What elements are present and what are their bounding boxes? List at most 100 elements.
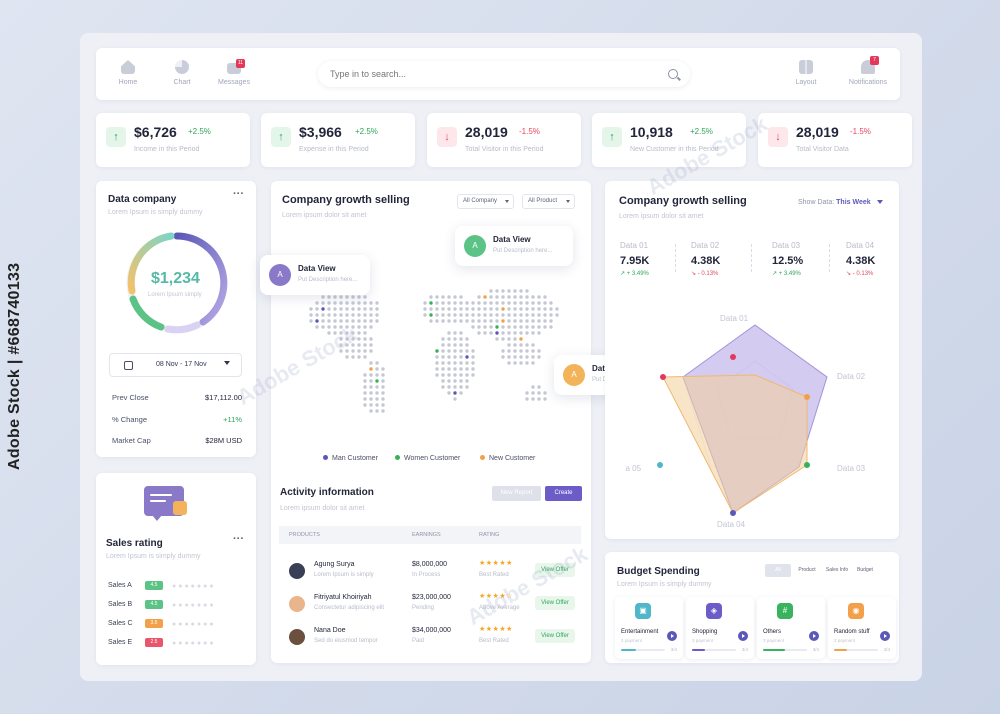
map-dot bbox=[543, 313, 547, 317]
map-dot bbox=[507, 343, 511, 347]
show-data-select[interactable]: Show Data: This Week bbox=[798, 199, 883, 206]
company-filter-select[interactable]: All Company bbox=[457, 194, 514, 209]
map-dot bbox=[513, 313, 517, 317]
nav-chart[interactable]: Chart bbox=[160, 60, 204, 86]
play-icon[interactable] bbox=[667, 631, 677, 641]
more-options-icon[interactable]: ··· bbox=[233, 188, 244, 200]
map-dot bbox=[441, 307, 445, 311]
map-dot bbox=[537, 301, 541, 305]
radar-point bbox=[804, 462, 810, 468]
map-dot bbox=[513, 319, 517, 323]
tab-all[interactable]: All bbox=[765, 564, 791, 577]
date-range-picker[interactable]: 08 Nov - 17 Nov bbox=[109, 353, 242, 377]
view-offer-button[interactable]: View Offer bbox=[535, 563, 575, 577]
radar-chart-card: Company growth selling Lorem ipsum dolor… bbox=[605, 181, 899, 539]
radar-axis-label: Data 03 bbox=[837, 464, 866, 473]
rating-stars: ★★★★☆ bbox=[479, 593, 513, 600]
view-offer-button[interactable]: View Offer bbox=[535, 596, 575, 610]
world-dot-map bbox=[309, 289, 559, 413]
budget-card-others[interactable]: # Others 3 payment 3/4 bbox=[757, 597, 825, 659]
product-filter-select[interactable]: All Product bbox=[522, 194, 575, 209]
map-dot bbox=[351, 295, 355, 299]
radar-point bbox=[804, 394, 810, 400]
map-dot bbox=[471, 313, 475, 317]
map-dot bbox=[465, 385, 469, 389]
map-dot bbox=[345, 337, 349, 341]
budget-card-entertainment[interactable]: ▣ Entertainment 2 payment 3/4 bbox=[615, 597, 683, 659]
create-button[interactable]: Create bbox=[545, 486, 582, 501]
nav-home[interactable]: Home bbox=[106, 60, 150, 86]
map-dot bbox=[453, 397, 457, 401]
more-options-icon[interactable]: ··· bbox=[233, 533, 244, 545]
map-dot bbox=[351, 319, 355, 323]
hashtag-icon: # bbox=[777, 603, 793, 619]
map-dot bbox=[369, 391, 373, 395]
radar-point bbox=[660, 374, 666, 380]
map-dot bbox=[327, 313, 331, 317]
map-dot bbox=[339, 331, 343, 335]
search-icon[interactable] bbox=[668, 69, 678, 79]
map-dot bbox=[549, 319, 553, 323]
map-dot bbox=[525, 331, 529, 335]
map-dot bbox=[369, 343, 373, 347]
map-dot bbox=[537, 313, 541, 317]
map-dot bbox=[549, 313, 553, 317]
map-dot bbox=[501, 337, 505, 341]
map-dot bbox=[459, 307, 463, 311]
donut-gauge bbox=[126, 232, 228, 334]
map-dot bbox=[363, 307, 367, 311]
stock-watermark-side-text: Adobe Stock | #668740133 bbox=[6, 262, 23, 470]
map-dot bbox=[369, 373, 373, 377]
map-dot bbox=[357, 325, 361, 329]
map-dot bbox=[321, 319, 325, 323]
map-dot bbox=[543, 325, 547, 329]
metric-data-04: Data 04 4.38K ↘ - 0.13% bbox=[846, 241, 876, 277]
map-dot bbox=[531, 397, 535, 401]
play-icon[interactable] bbox=[738, 631, 748, 641]
play-icon[interactable] bbox=[809, 631, 819, 641]
map-dot bbox=[489, 313, 493, 317]
nav-notifications[interactable]: 7 Notifications bbox=[848, 56, 888, 86]
search-input[interactable] bbox=[318, 61, 690, 87]
play-icon[interactable] bbox=[880, 631, 890, 641]
tab-sales-info[interactable]: Sales Info bbox=[825, 567, 849, 573]
map-dot bbox=[501, 289, 505, 293]
budget-card-random[interactable]: ◉ Random stuff 2 payment 3/4 bbox=[828, 597, 896, 659]
map-dot bbox=[453, 385, 457, 389]
map-dot bbox=[351, 325, 355, 329]
activity-table-header: PRODUCTS EARNINGS RATING bbox=[279, 526, 581, 544]
map-dot bbox=[489, 331, 493, 335]
tab-budget[interactable]: Budget bbox=[857, 567, 873, 573]
map-dot bbox=[345, 319, 349, 323]
top-nav: Home Chart 11 Messages Layout 7 Notifica… bbox=[96, 48, 900, 100]
map-dot bbox=[315, 301, 319, 305]
map-dot bbox=[465, 355, 469, 359]
map-dot bbox=[357, 343, 361, 347]
map-dot bbox=[375, 307, 379, 311]
map-dot bbox=[543, 301, 547, 305]
mail-icon: 11 bbox=[227, 59, 245, 74]
map-dot bbox=[519, 289, 523, 293]
map-dot bbox=[537, 331, 541, 335]
nav-messages[interactable]: 11 Messages bbox=[218, 59, 250, 86]
map-dot bbox=[363, 331, 367, 335]
view-offer-button[interactable]: View Offer bbox=[535, 629, 575, 643]
radar-axis-label: Data 02 bbox=[837, 372, 866, 381]
nav-layout[interactable]: Layout bbox=[784, 60, 828, 86]
map-dot bbox=[435, 295, 439, 299]
map-dot bbox=[495, 337, 499, 341]
map-dot bbox=[525, 295, 529, 299]
map-dot bbox=[477, 301, 481, 305]
map-dot bbox=[441, 313, 445, 317]
map-dot bbox=[435, 373, 439, 377]
map-dot bbox=[339, 295, 343, 299]
tab-product[interactable]: Product bbox=[798, 567, 816, 573]
budget-card-shopping[interactable]: ◈ Shopping 3 payment 3/4 bbox=[686, 597, 754, 659]
map-dot bbox=[537, 325, 541, 329]
sales-rating-card: Sales rating ··· Lorem Ipsum is simply d… bbox=[96, 473, 256, 665]
map-dot bbox=[447, 391, 451, 395]
new-report-button[interactable]: New Report bbox=[492, 486, 541, 501]
map-dot bbox=[519, 355, 523, 359]
table-row: Fitriyatul Khoiriyah Consectetur adipisci… bbox=[279, 592, 581, 622]
map-dot bbox=[459, 343, 463, 347]
